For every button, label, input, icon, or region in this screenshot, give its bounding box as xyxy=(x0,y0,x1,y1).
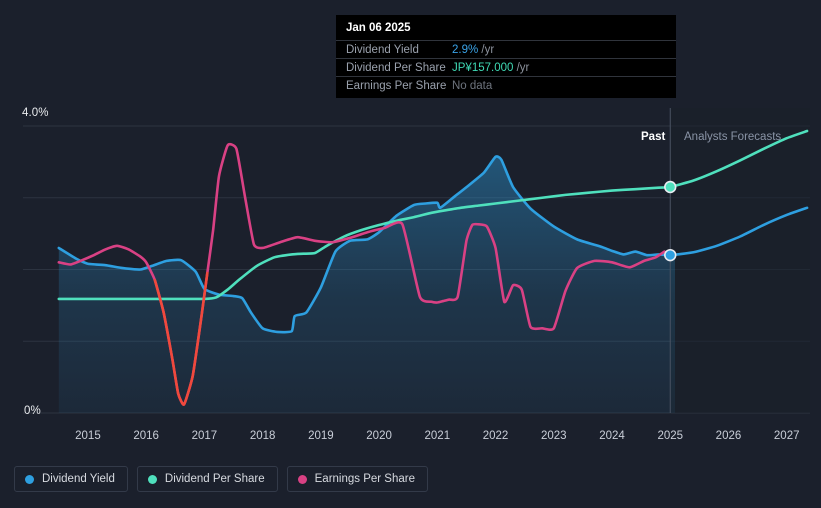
tooltip-value-unit: /yr xyxy=(478,43,495,56)
x-axis-label-2016: 2016 xyxy=(133,430,159,442)
x-axis-label-2027: 2027 xyxy=(773,430,800,442)
marker-dividend-yield xyxy=(664,248,677,262)
legend-item-earnings-per-share[interactable]: Earnings Per Share xyxy=(286,466,428,492)
legend-color-dot-icon xyxy=(25,474,34,484)
tooltip-date: Jan 06 2025 xyxy=(346,22,411,34)
chart-legend[interactable]: Dividend Yield Dividend Per Share Earnings… xyxy=(14,466,428,492)
forecast-band xyxy=(670,108,810,413)
tooltip-key: Dividend Per Share xyxy=(346,61,446,74)
tooltip-value-main: JP¥157.000 xyxy=(452,61,514,74)
series-line-dividend-yield xyxy=(57,155,809,334)
x-axis-label-2017: 2017 xyxy=(191,430,218,442)
legend-item-dividend-yield[interactable]: Dividend Yield xyxy=(14,466,128,492)
x-axis-label-2023: 2023 xyxy=(540,430,567,442)
tooltip-value-unit: /yr xyxy=(513,61,530,74)
legend-color-dot-icon xyxy=(297,474,307,484)
tooltip-value-main: 2.9% xyxy=(452,43,479,56)
x-axis-label-2026: 2026 xyxy=(715,430,742,442)
x-axis-label-2024: 2024 xyxy=(599,430,625,442)
x-axis-label-2019: 2019 xyxy=(308,430,334,442)
legend-label: Earnings Per Share xyxy=(314,473,415,485)
legend-item-dividend-per-share[interactable]: Dividend Per Share xyxy=(136,466,278,492)
legend-label: Dividend Per Share xyxy=(164,473,265,485)
period-label-past: Past xyxy=(641,131,666,143)
x-axis-label-2021: 2021 xyxy=(424,430,451,442)
dividend-yield-area xyxy=(58,156,675,413)
y-axis-label-min: 0% xyxy=(24,405,41,417)
x-axis-label-2022: 2022 xyxy=(482,430,509,442)
tooltip-value: 2.9% /yr xyxy=(452,44,494,56)
tooltip-value: No data xyxy=(452,80,492,92)
x-axis-label-2015: 2015 xyxy=(75,430,101,442)
tooltip-key: Earnings Per Share xyxy=(346,79,447,92)
tooltip-value: JP¥157.000 /yr xyxy=(452,62,529,74)
x-axis-label-2025: 2025 xyxy=(657,430,684,442)
tooltip-row-dividend-per-share: Dividend Per Share JP¥157.000 /yr xyxy=(336,58,676,76)
series-line-earnings-negative xyxy=(153,271,209,406)
x-axis-label-2020: 2020 xyxy=(366,430,392,442)
tooltip-row-dividend-yield: Dividend Yield 2.9% /yr xyxy=(336,40,676,58)
series-markers xyxy=(664,180,677,262)
chart-tooltip: Jan 06 2025 Dividend Yield 2.9% /yr Divide… xyxy=(336,15,676,98)
tooltip-key: Dividend Yield xyxy=(346,43,419,56)
tooltip-rows: Dividend Yield 2.9% /yr Dividend Per Share… xyxy=(336,40,676,94)
x-axis-label-2018: 2018 xyxy=(249,430,276,442)
legend-color-dot-icon xyxy=(147,474,157,484)
tooltip-value-main: No data xyxy=(452,79,493,92)
marker-dividend-per-share xyxy=(664,180,677,194)
tooltip-row-earnings-per-share: Earnings Per Share No data xyxy=(336,76,676,94)
x-axis-labels: 2015 2016 2017 2018 2019 2020 2021 2022 2023 2024… xyxy=(0,430,821,450)
legend-label: Dividend Yield xyxy=(42,473,115,485)
y-axis-label-max: 4.0% xyxy=(22,107,49,119)
series-area-fills xyxy=(58,156,675,413)
period-label-forecast: Analysts Forecasts xyxy=(684,131,782,143)
